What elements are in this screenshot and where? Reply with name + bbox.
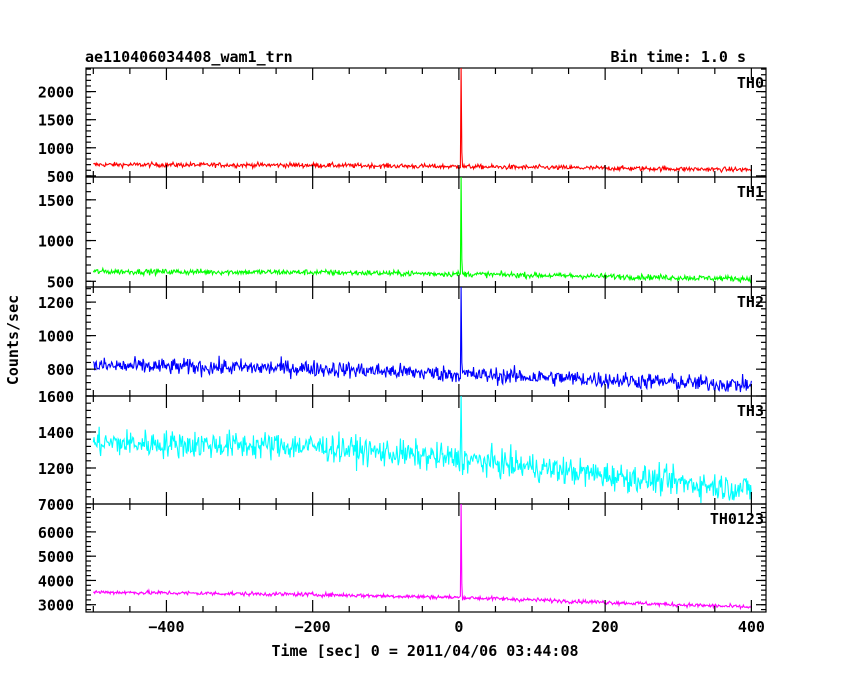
y-axis-label: Counts/sec: [4, 295, 22, 385]
x-tick-label: 200: [592, 618, 619, 636]
panel-label-th1: TH1: [737, 183, 764, 201]
y-tick-label: 2000: [38, 84, 74, 102]
series-line-th0: [93, 67, 752, 174]
bin-time-label: Bin time: 1.0 s: [611, 48, 746, 66]
y-tick-label: 5000: [38, 548, 74, 566]
series-line-th0123: [92, 503, 752, 611]
panel-label-th0123: TH0123: [710, 510, 764, 528]
x-tick-label: −400: [148, 618, 184, 636]
y-tick-label: 500: [47, 273, 74, 291]
y-tick-label: 1400: [38, 424, 74, 442]
y-tick-label: 7000: [38, 496, 74, 514]
panel-label-th0: TH0: [737, 74, 764, 92]
y-tick-label: 1200: [38, 294, 74, 312]
panel-label-th3: TH3: [737, 402, 764, 420]
y-tick-label: 3000: [38, 597, 74, 615]
y-tick-label: 1200: [38, 460, 74, 478]
y-tick-label: 1500: [38, 192, 74, 210]
y-tick-label: 1000: [38, 233, 74, 251]
y-tick-label: 1000: [38, 140, 74, 158]
y-tick-label: 1500: [38, 112, 74, 130]
panels-group: TH0 500 1000 1500 2000 TH1 500 1000 1500 TH2 800 10…: [38, 67, 767, 615]
series-line-th3: [92, 395, 752, 504]
panel-frame-th0: [85, 67, 767, 178]
x-tick-label: 0: [454, 618, 463, 636]
series-line-th1: [92, 176, 752, 285]
y-tick-label: 4000: [38, 572, 74, 590]
x-tick-label: 400: [738, 618, 765, 636]
y-tick-label: 6000: [38, 524, 74, 542]
y-tick-label: 1000: [38, 328, 74, 346]
panel-frame-th0123: [85, 503, 767, 613]
x-tick-label: −200: [295, 618, 331, 636]
y-tick-label: 500: [47, 168, 74, 186]
series-line-th2: [92, 286, 752, 393]
panel-label-th2: TH2: [737, 293, 764, 311]
chart-title: ae110406034408_wam1_trn: [85, 48, 293, 66]
x-tick-labels: −400 −200 0 200 400: [148, 618, 765, 636]
y-tick-label: 1600: [38, 388, 74, 406]
y-tick-label: 800: [47, 361, 74, 379]
x-axis-label: Time [sec] 0 = 2011/04/06 03:44:08: [271, 642, 578, 660]
